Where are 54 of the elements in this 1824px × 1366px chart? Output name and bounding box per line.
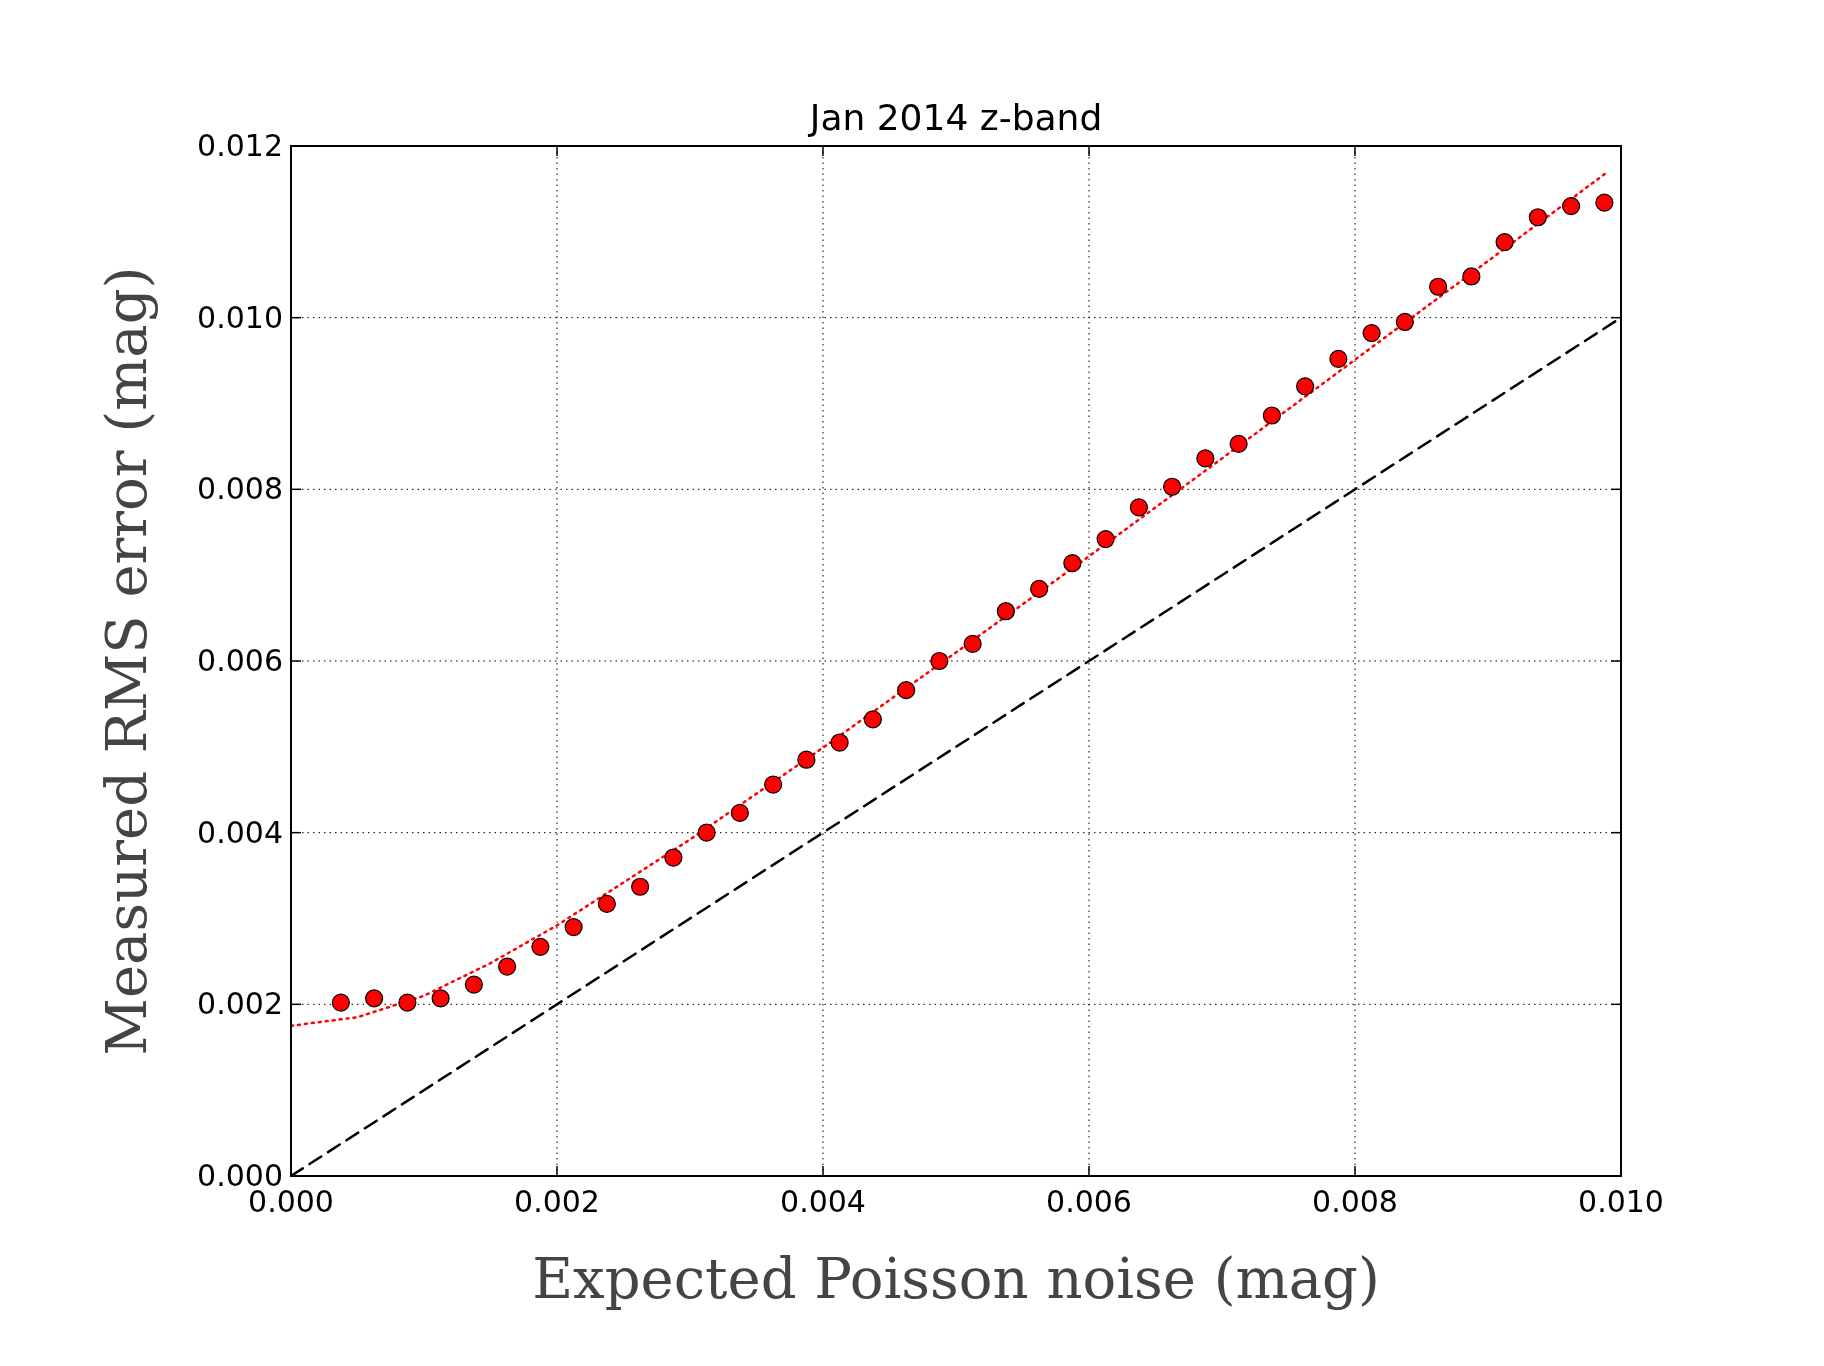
y-tick-label: 0.006 [197, 643, 283, 678]
point [331, 993, 350, 1012]
point [996, 602, 1015, 621]
point [1030, 579, 1049, 598]
point [1562, 196, 1581, 216]
x-tick-label: 0.010 [1578, 1184, 1664, 1219]
point [1429, 277, 1448, 296]
point [1196, 449, 1215, 468]
x-tick-label: 0.008 [1312, 1184, 1398, 1219]
point [1495, 233, 1514, 252]
point [863, 710, 882, 729]
point [1395, 312, 1414, 332]
x-tick-label: 0.004 [780, 1184, 866, 1219]
point [1462, 267, 1481, 286]
point [1163, 477, 1182, 496]
point [764, 775, 783, 794]
point [1262, 406, 1281, 425]
point [1096, 530, 1115, 549]
line-series [291, 170, 1609, 1028]
point [797, 750, 816, 769]
point [1329, 349, 1348, 368]
point [697, 823, 716, 842]
x-tick-label: 0.002 [514, 1184, 600, 1219]
point [730, 803, 749, 823]
point [365, 989, 384, 1008]
y-tick-label: 0.004 [197, 814, 283, 850]
point [897, 681, 916, 700]
point [1528, 208, 1547, 227]
point [963, 634, 982, 653]
point [1296, 377, 1315, 396]
point [464, 975, 483, 994]
x-tick-label: 0.006 [1046, 1184, 1132, 1219]
point [1362, 324, 1381, 343]
y-tick-label: 0.002 [197, 986, 283, 1022]
point [564, 917, 583, 937]
x-axis-title: Expected Poisson noise (mag) [532, 1246, 1380, 1311]
point [398, 993, 417, 1012]
point [1229, 434, 1248, 453]
point [664, 848, 683, 867]
point [431, 989, 450, 1008]
point [631, 877, 650, 896]
point [597, 894, 616, 914]
y-tick-label: 0.010 [197, 299, 283, 335]
point [1063, 554, 1082, 573]
point [930, 651, 949, 671]
y-tick-label: 0.012 [197, 128, 283, 163]
point [531, 937, 550, 956]
y-axis-title: Measured RMS error (mag) [94, 266, 159, 1056]
point [1595, 193, 1614, 212]
y-tick-label: 0.008 [197, 471, 283, 507]
point [1129, 498, 1148, 517]
chart-title: Jan 2014 z-band [807, 97, 1103, 138]
point [498, 957, 517, 976]
point [830, 733, 849, 752]
